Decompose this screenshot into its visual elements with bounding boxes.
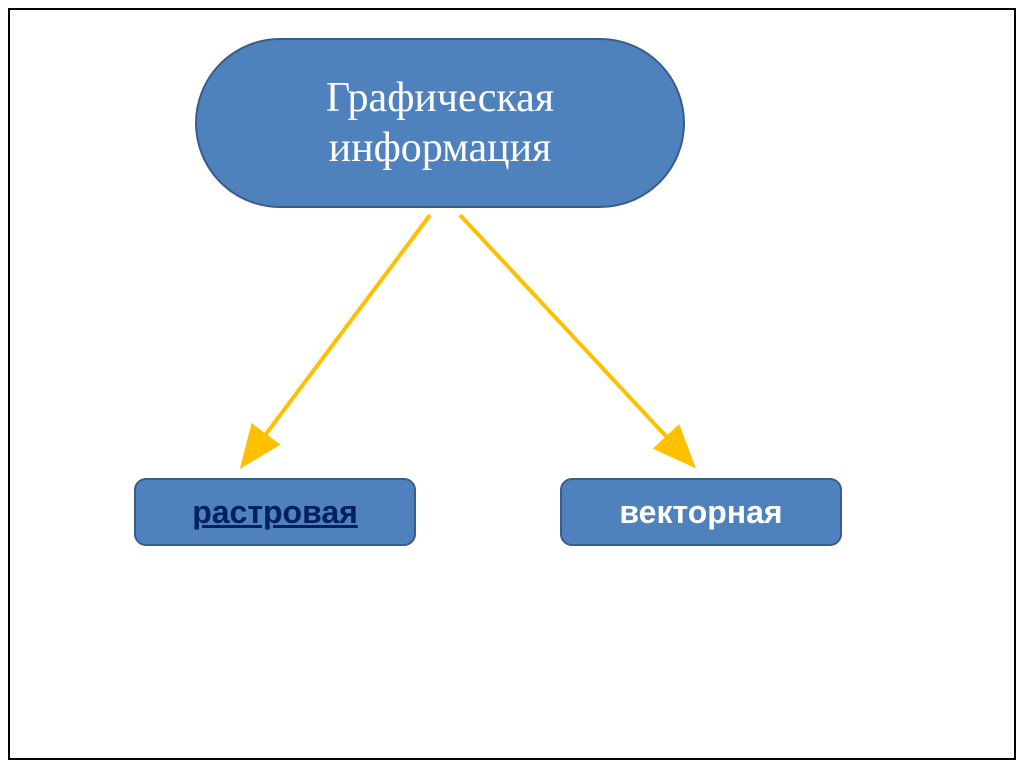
right-node: векторная xyxy=(560,478,842,546)
root-label-line1: Графическая xyxy=(326,75,554,121)
right-node-label: векторная xyxy=(619,494,782,531)
root-node-label: Графическая информация xyxy=(326,73,554,174)
root-label-line2: информация xyxy=(329,125,552,171)
root-node: Графическая информация xyxy=(195,38,685,208)
left-node-label: растровая xyxy=(192,494,358,531)
left-node[interactable]: растровая xyxy=(134,478,416,546)
